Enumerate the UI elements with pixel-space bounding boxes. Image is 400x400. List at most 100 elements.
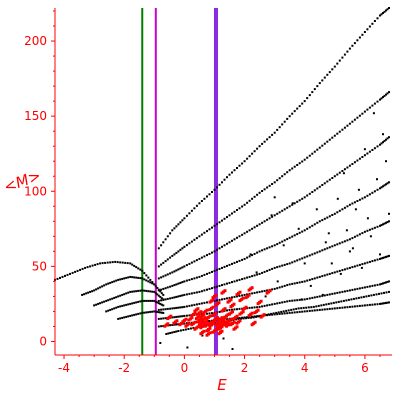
data-point bbox=[223, 307, 227, 311]
data-point bbox=[370, 294, 373, 297]
data-point bbox=[348, 164, 351, 167]
data-point bbox=[185, 214, 188, 217]
data-point bbox=[179, 281, 182, 284]
data-point bbox=[265, 313, 268, 316]
data-point bbox=[216, 299, 218, 302]
data-point bbox=[219, 323, 222, 327]
data-point bbox=[366, 261, 369, 264]
data-point bbox=[318, 250, 321, 253]
data-point bbox=[183, 293, 186, 296]
data-point bbox=[355, 297, 358, 300]
data-point bbox=[181, 315, 184, 318]
data-point bbox=[307, 306, 310, 309]
data-point bbox=[223, 178, 226, 181]
data-point bbox=[147, 280, 150, 283]
data-point bbox=[283, 239, 286, 242]
data-point bbox=[298, 281, 301, 284]
data-point bbox=[195, 303, 198, 306]
data-point bbox=[278, 312, 281, 315]
data-point bbox=[268, 303, 271, 306]
data-point bbox=[145, 289, 148, 292]
data-point bbox=[157, 277, 160, 280]
y-tick-label: 150 bbox=[24, 109, 47, 123]
data-point bbox=[250, 323, 254, 327]
data-point bbox=[379, 253, 381, 256]
data-point bbox=[199, 332, 203, 336]
data-point bbox=[115, 306, 118, 309]
data-point bbox=[127, 315, 130, 318]
data-point bbox=[383, 184, 386, 187]
data-point bbox=[283, 120, 286, 123]
data-point bbox=[288, 283, 291, 286]
data-point bbox=[341, 170, 344, 172]
data-point bbox=[346, 267, 349, 270]
data-point bbox=[169, 314, 173, 318]
data-point bbox=[317, 304, 320, 307]
data-point bbox=[313, 277, 316, 280]
data-point bbox=[157, 247, 160, 250]
data-point bbox=[343, 168, 346, 171]
data-point bbox=[258, 272, 261, 275]
data-point bbox=[353, 288, 356, 291]
data-point bbox=[241, 162, 244, 165]
data-point bbox=[298, 310, 301, 313]
data-point bbox=[115, 279, 118, 282]
data-point bbox=[61, 275, 64, 278]
data-point bbox=[388, 181, 390, 184]
data-point bbox=[368, 260, 371, 263]
data-point bbox=[266, 138, 269, 141]
data-point bbox=[221, 284, 223, 287]
data-point bbox=[243, 203, 246, 206]
data-point bbox=[361, 112, 364, 115]
data-point bbox=[318, 220, 321, 223]
data-point bbox=[133, 276, 136, 279]
data-point bbox=[166, 317, 170, 321]
data-point bbox=[278, 241, 281, 244]
data-point bbox=[266, 247, 269, 250]
data-point bbox=[153, 310, 156, 313]
data-point bbox=[101, 301, 104, 304]
data-point bbox=[253, 252, 256, 255]
data-point bbox=[351, 247, 354, 250]
data-point bbox=[169, 332, 172, 334]
data-point bbox=[143, 289, 146, 292]
data-point bbox=[166, 297, 169, 300]
data-point bbox=[119, 294, 122, 297]
data-point bbox=[379, 302, 381, 305]
data-point bbox=[238, 307, 241, 310]
data-point bbox=[196, 325, 200, 329]
data-point bbox=[261, 142, 264, 145]
data-point bbox=[271, 183, 274, 185]
data-point bbox=[379, 143, 381, 146]
data-point bbox=[151, 281, 154, 284]
data-point bbox=[300, 307, 303, 310]
data-point bbox=[200, 290, 203, 293]
data-point bbox=[306, 97, 309, 100]
data-point bbox=[206, 195, 208, 198]
data-point bbox=[157, 317, 160, 320]
data-point bbox=[145, 279, 148, 282]
data-point bbox=[336, 173, 339, 176]
data-point bbox=[188, 242, 191, 245]
data-point bbox=[124, 261, 127, 264]
data-point bbox=[357, 188, 360, 191]
data-point bbox=[107, 309, 110, 312]
data-point bbox=[231, 262, 233, 265]
data-point bbox=[383, 94, 386, 97]
data-point bbox=[316, 276, 319, 279]
data-point bbox=[379, 98, 381, 101]
data-point bbox=[223, 244, 226, 247]
data-point bbox=[175, 295, 178, 298]
data-point bbox=[160, 311, 163, 314]
data-point bbox=[190, 240, 193, 243]
data-point bbox=[301, 102, 304, 105]
data-point bbox=[306, 227, 309, 230]
data-point bbox=[354, 208, 357, 211]
data-point bbox=[69, 272, 71, 275]
data-point bbox=[241, 296, 245, 300]
data-point bbox=[226, 216, 228, 219]
data-point bbox=[240, 317, 243, 320]
data-point bbox=[288, 299, 291, 302]
data-point bbox=[380, 186, 383, 189]
